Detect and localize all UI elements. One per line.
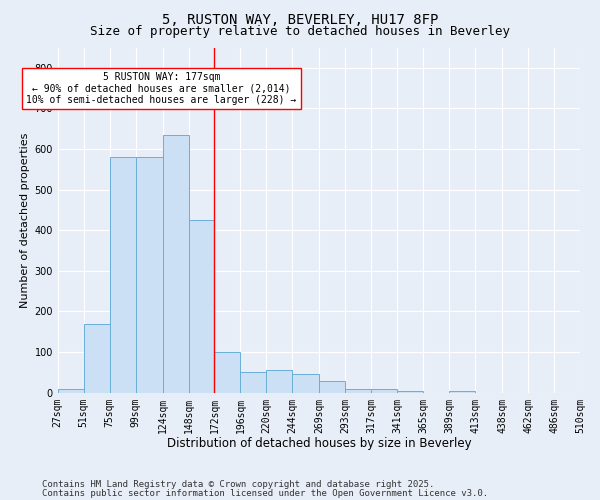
Bar (214, 352, 241, 393)
Bar (110, 157, 136, 392)
Text: Contains public sector information licensed under the Open Government Licence v3: Contains public sector information licen… (42, 488, 488, 498)
Bar (449, 390, 475, 392)
Bar (319, 380, 346, 392)
Bar (163, 135, 188, 392)
Text: Size of property relative to detached houses in Beverley: Size of property relative to detached ho… (90, 25, 510, 38)
Bar (188, 220, 214, 392)
Bar (397, 390, 423, 392)
Y-axis label: Number of detached properties: Number of detached properties (20, 132, 30, 308)
Bar (346, 388, 371, 392)
Bar (241, 372, 266, 392)
X-axis label: Distribution of detached houses by size in Beverley: Distribution of detached houses by size … (167, 437, 471, 450)
Text: 5 RUSTON WAY: 177sqm
← 90% of detached houses are smaller (2,014)
10% of semi-de: 5 RUSTON WAY: 177sqm ← 90% of detached h… (26, 72, 296, 105)
Text: 5, RUSTON WAY, BEVERLEY, HU17 8FP: 5, RUSTON WAY, BEVERLEY, HU17 8FP (162, 12, 438, 26)
Bar (136, 157, 163, 392)
Bar (266, 370, 292, 392)
Text: Contains HM Land Registry data © Crown copyright and database right 2025.: Contains HM Land Registry data © Crown c… (42, 480, 434, 489)
Bar (83, 324, 110, 392)
Bar (58, 388, 83, 392)
Bar (371, 388, 397, 392)
Bar (292, 374, 319, 392)
